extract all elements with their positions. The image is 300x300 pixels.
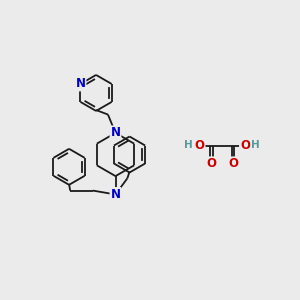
Text: N: N	[110, 188, 121, 201]
Text: H: H	[251, 140, 260, 151]
Text: O: O	[206, 158, 217, 170]
Text: O: O	[240, 139, 250, 152]
Text: N: N	[110, 126, 121, 140]
Text: O: O	[228, 158, 238, 170]
Text: N: N	[76, 77, 85, 90]
Text: O: O	[195, 139, 205, 152]
Text: H: H	[184, 140, 193, 151]
